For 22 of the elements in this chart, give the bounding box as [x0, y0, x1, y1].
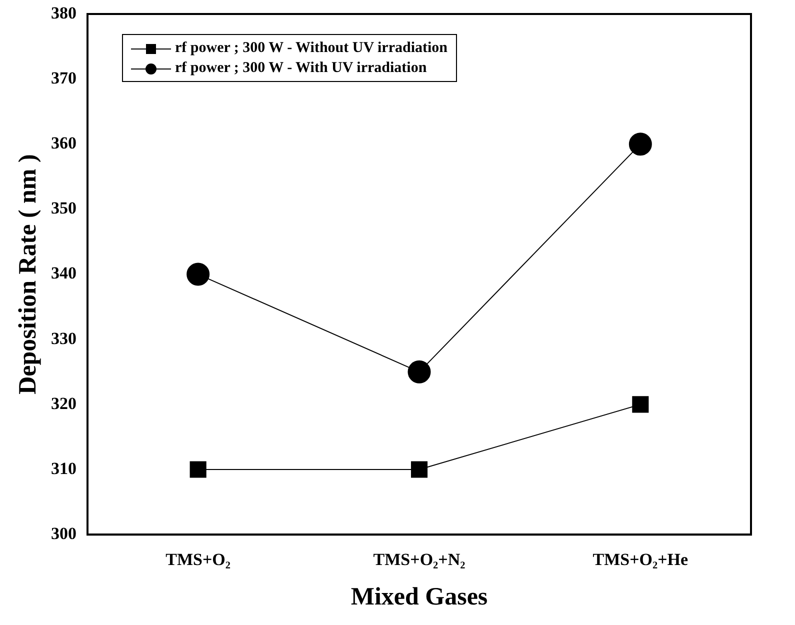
y-tick-label: 370	[51, 68, 76, 88]
point	[408, 360, 431, 384]
x-tick-label: TMS+O₂	[166, 550, 231, 570]
point	[410, 461, 428, 478]
y-axis-title: Deposition Rate ( nm )	[14, 154, 42, 394]
point	[632, 396, 649, 413]
x-axis-title: Mixed Gases	[350, 583, 488, 610]
y-tick-label: 320	[51, 394, 76, 413]
legend-label: rf power ; 300 W - Without UV irradiation	[175, 40, 448, 56]
x-tick-label: TMS+O₂+He	[592, 550, 689, 570]
x-tick-label: TMS+O₂+N₂	[373, 550, 466, 570]
point	[190, 461, 206, 478]
y-tick-label: 300	[51, 524, 76, 543]
y-tick-label: 340	[51, 264, 76, 283]
point	[628, 132, 652, 156]
legend-label: rf power ; 300 W - With UV irradiation	[175, 60, 427, 76]
y-tick-label: 330	[51, 328, 76, 348]
y-tick-label: 360	[51, 134, 76, 153]
y-tick-label: 380	[51, 3, 76, 22]
point	[186, 262, 210, 286]
y-tick-label: 310	[51, 458, 76, 478]
y-tick-label: 350	[51, 198, 76, 218]
